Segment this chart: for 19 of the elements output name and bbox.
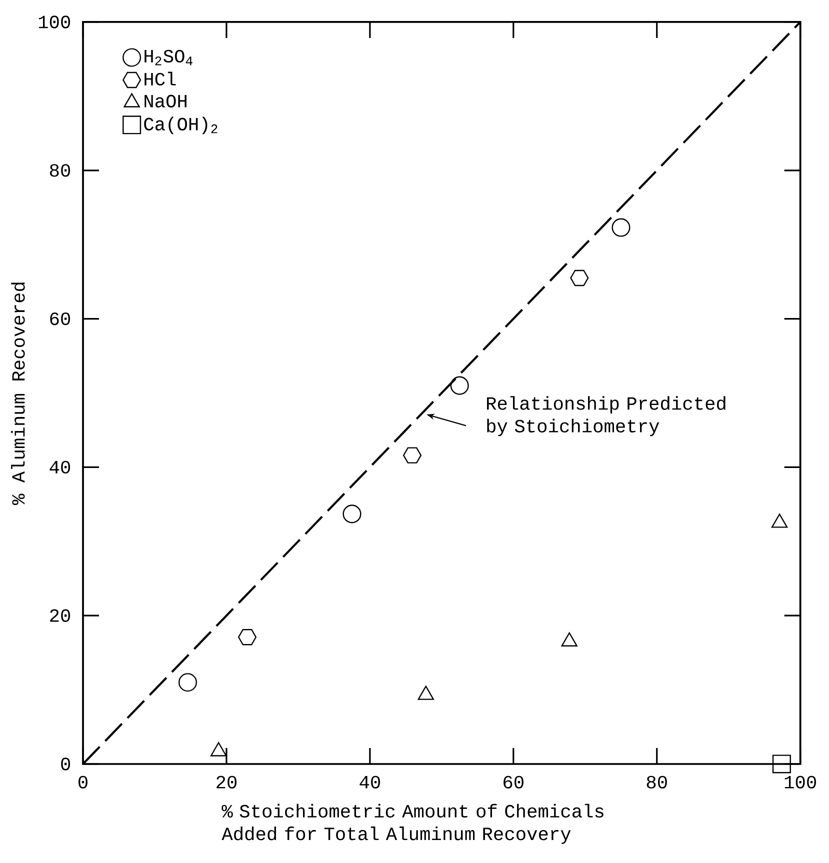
y-tick-label: 80: [50, 164, 70, 177]
x-axis-title: % Stoichiometric Amount of Chemicals Added for Total Aluminum Recovery: [222, 804, 604, 844]
x-tick-label: 40: [360, 776, 380, 788]
x-tick-label: 0: [78, 776, 88, 788]
legend-label: Ca(OH)$_{2}$: [144, 116, 218, 134]
legend-label: HCl: [144, 72, 176, 86]
x-tick-label: 80: [646, 776, 667, 788]
y-tick-label: 20: [50, 609, 70, 622]
x-tick-label: 60: [504, 776, 524, 788]
annotation: Relationship Predicted by Stoichiometry: [487, 396, 726, 436]
y-tick-label: 60: [50, 312, 70, 326]
legend-label: NaOH: [144, 94, 186, 108]
y-axis-title: % Aluminum Recovered: [11, 282, 25, 506]
y-tick-label: 0: [61, 758, 70, 770]
x-tick-label: 20: [216, 776, 237, 788]
y-tick-label: 100: [38, 16, 70, 28]
x-tick-label: 100: [784, 776, 816, 788]
y-tick-label: 40: [50, 460, 70, 474]
legend-label: H$_{2}$SO$_{4}$: [144, 50, 192, 66]
